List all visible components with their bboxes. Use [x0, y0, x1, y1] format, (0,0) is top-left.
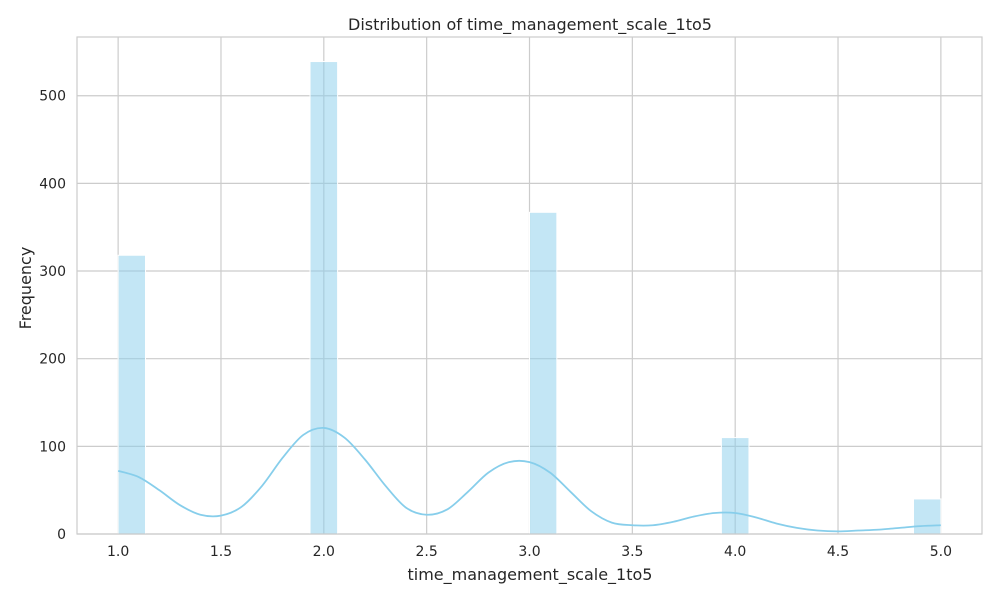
- histogram-bar: [720, 437, 750, 535]
- x-axis-label: time_management_scale_1to5: [408, 565, 653, 585]
- histogram-bar: [117, 254, 146, 535]
- kde-line: [117, 427, 941, 533]
- histogram-bar: [529, 211, 558, 535]
- y-axis-label: Frequency: [16, 247, 35, 330]
- plot-frame: [76, 36, 983, 535]
- y-tick-label: 100: [39, 439, 66, 455]
- y-tick-labels: 0 100 200 300 400 500: [39, 89, 66, 543]
- axes-spines: [76, 36, 983, 535]
- chart-title: Distribution of time_management_scale_1t…: [348, 15, 712, 35]
- histogram-bar: [913, 498, 942, 535]
- x-tick-label: 2.0: [313, 544, 335, 560]
- x-tick-label: 4.5: [827, 544, 849, 560]
- histogram-bar: [309, 61, 339, 535]
- x-tick-label: 1.0: [107, 544, 129, 560]
- y-tick-label: 200: [39, 352, 66, 368]
- x-tick-label: 3.5: [621, 544, 643, 560]
- y-tick-label: 0: [57, 527, 66, 543]
- x-tick-label: 3.0: [518, 544, 540, 560]
- kde-curve: [117, 427, 941, 533]
- histogram-bars: [117, 61, 942, 535]
- x-tick-label: 2.5: [416, 544, 438, 560]
- y-tick-label: 500: [39, 89, 66, 105]
- x-tick-label: 1.5: [210, 544, 232, 560]
- y-tick-label: 400: [39, 176, 66, 192]
- y-tick-label: 300: [39, 264, 66, 280]
- x-tick-labels: 1.0 1.5 2.0 2.5 3.0 3.5 4.0 4.5 5.0: [107, 544, 952, 560]
- x-tick-label: 4.0: [724, 544, 746, 560]
- x-tick-label: 5.0: [930, 544, 952, 560]
